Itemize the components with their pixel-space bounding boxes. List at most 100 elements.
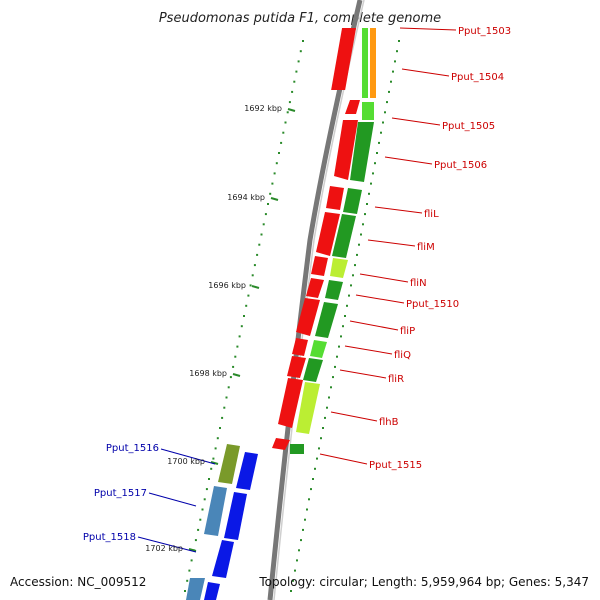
gene-pput-1518[interactable] [212,540,234,578]
gene-pput-1504[interactable] [370,28,376,98]
leader-fliM [367,239,416,247]
tick-dot [322,427,324,429]
label-fliM[interactable]: fliM [417,242,435,253]
tick-dot [366,203,368,205]
tick-label-1692: 1692 kbp [244,104,282,113]
gene-pput-1515-segment[interactable] [290,444,304,454]
tick-dot [388,90,390,93]
tick-dot [227,386,230,389]
forward-leader-lines [319,27,457,465]
label-fliN[interactable]: fliN [410,278,427,289]
tick-dot [240,325,243,328]
tick-dot [247,294,250,297]
tick-dot [356,253,358,256]
gene-pput-1516[interactable] [236,452,258,490]
gene-fliQ-segment[interactable] [310,340,327,358]
label-pput-1517[interactable]: Pput_1517 [94,488,147,499]
gene-pput-1505[interactable] [345,100,360,114]
tick-dot [300,539,302,542]
gene-pput-1517-segment[interactable] [204,486,227,536]
tick-dot [362,223,364,226]
tick-label-1698: 1698 kbp [189,369,227,378]
tick-dot [253,264,256,267]
leader-fliQ [344,345,393,355]
gene-pput-1515[interactable] [272,438,290,450]
tick-dot [232,365,235,368]
gene-fliR[interactable] [287,356,306,378]
label-fliP[interactable]: fliP [400,326,415,337]
gene-fliN-segment[interactable] [330,258,348,278]
gene-pput-1506[interactable] [334,120,358,180]
leader-fliP [349,320,399,331]
tick-dot [302,528,304,531]
label-fliQ[interactable]: fliQ [394,350,411,361]
kbp-tick-labels: 1692 kbp 1694 kbp 1696 kbp 1698 kbp 1700… [145,104,282,553]
label-fliL[interactable]: fliL [424,209,439,220]
label-pput-1518[interactable]: Pput_1518 [83,532,136,543]
tick-dot [203,498,206,501]
tick-dot [314,467,316,470]
gene-pput-1503[interactable] [331,28,357,90]
tick-dot [249,284,252,287]
tick-dot [368,192,370,195]
gene-pput-1519-segment[interactable] [186,578,205,600]
gene-pput-1505-segment[interactable] [362,102,374,120]
tick-dot [312,478,314,480]
tick-dot [330,386,332,389]
label-pput-1506[interactable]: Pput_1506 [434,160,487,171]
tick-dot [378,141,380,144]
major-tick [210,461,219,465]
tick-dot [243,315,245,317]
tick-dot [308,498,310,501]
gene-fliP-segment[interactable] [315,302,338,338]
gene-pput-1510-segment[interactable] [325,280,343,300]
gene-pput-1519[interactable] [204,582,220,600]
tick-dot [352,274,354,277]
gene-fliN[interactable] [311,256,328,276]
major-tick [287,108,296,112]
tick-label-1696: 1696 kbp [208,281,246,290]
accession-text: Accession: NC_009512 [10,575,146,589]
tick-dot [346,304,348,307]
tick-dot [374,162,376,165]
label-pput-1504[interactable]: Pput_1504 [451,72,504,83]
gene-flhB-segment[interactable] [296,382,320,434]
tick-dot [292,579,294,582]
gene-fliP[interactable] [296,298,320,336]
gene-pput-1516-segment[interactable] [218,444,240,484]
leader-flhB [330,411,378,422]
gene-fliM[interactable] [316,212,340,256]
tick-dot [338,345,340,348]
gene-fliM-segment[interactable] [332,214,356,258]
tick-dot [326,406,328,409]
tick-dot [221,416,224,419]
label-pput-1503[interactable]: Pput_1503 [458,26,511,37]
label-pput-1516[interactable]: Pput_1516 [106,443,159,454]
tick-dot [324,416,326,419]
label-pput-1505[interactable]: Pput_1505 [442,121,495,132]
gene-pput-1510[interactable] [306,278,324,298]
label-pput-1515[interactable]: Pput_1515 [369,460,422,471]
tick-dot [260,233,263,236]
tick-dot [214,447,217,450]
tick-dot [275,162,278,165]
gene-fliR-segment[interactable] [303,358,323,382]
tick-dot [245,304,248,307]
tick-dot [348,294,350,297]
tick-dot [201,508,204,511]
label-flhB[interactable]: flhB [379,417,399,428]
gene-pput-1504-segment[interactable] [362,28,368,98]
leader-pput-1517 [148,492,197,507]
gene-fliL-segment[interactable] [343,188,362,214]
gene-pput-1517[interactable] [224,492,247,540]
outer-tick-dots [184,40,304,592]
leader-pput-1504 [401,68,450,77]
label-pput-1510[interactable]: Pput_1510 [406,299,459,310]
label-fliR[interactable]: fliR [388,374,404,385]
tick-dot [334,365,336,368]
gene-fliQ[interactable] [292,338,308,356]
tick-dot [290,590,292,592]
gene-fliL[interactable] [326,186,344,210]
gene-pput-1506-segment[interactable] [350,122,374,182]
gene-flhB[interactable] [278,378,303,428]
